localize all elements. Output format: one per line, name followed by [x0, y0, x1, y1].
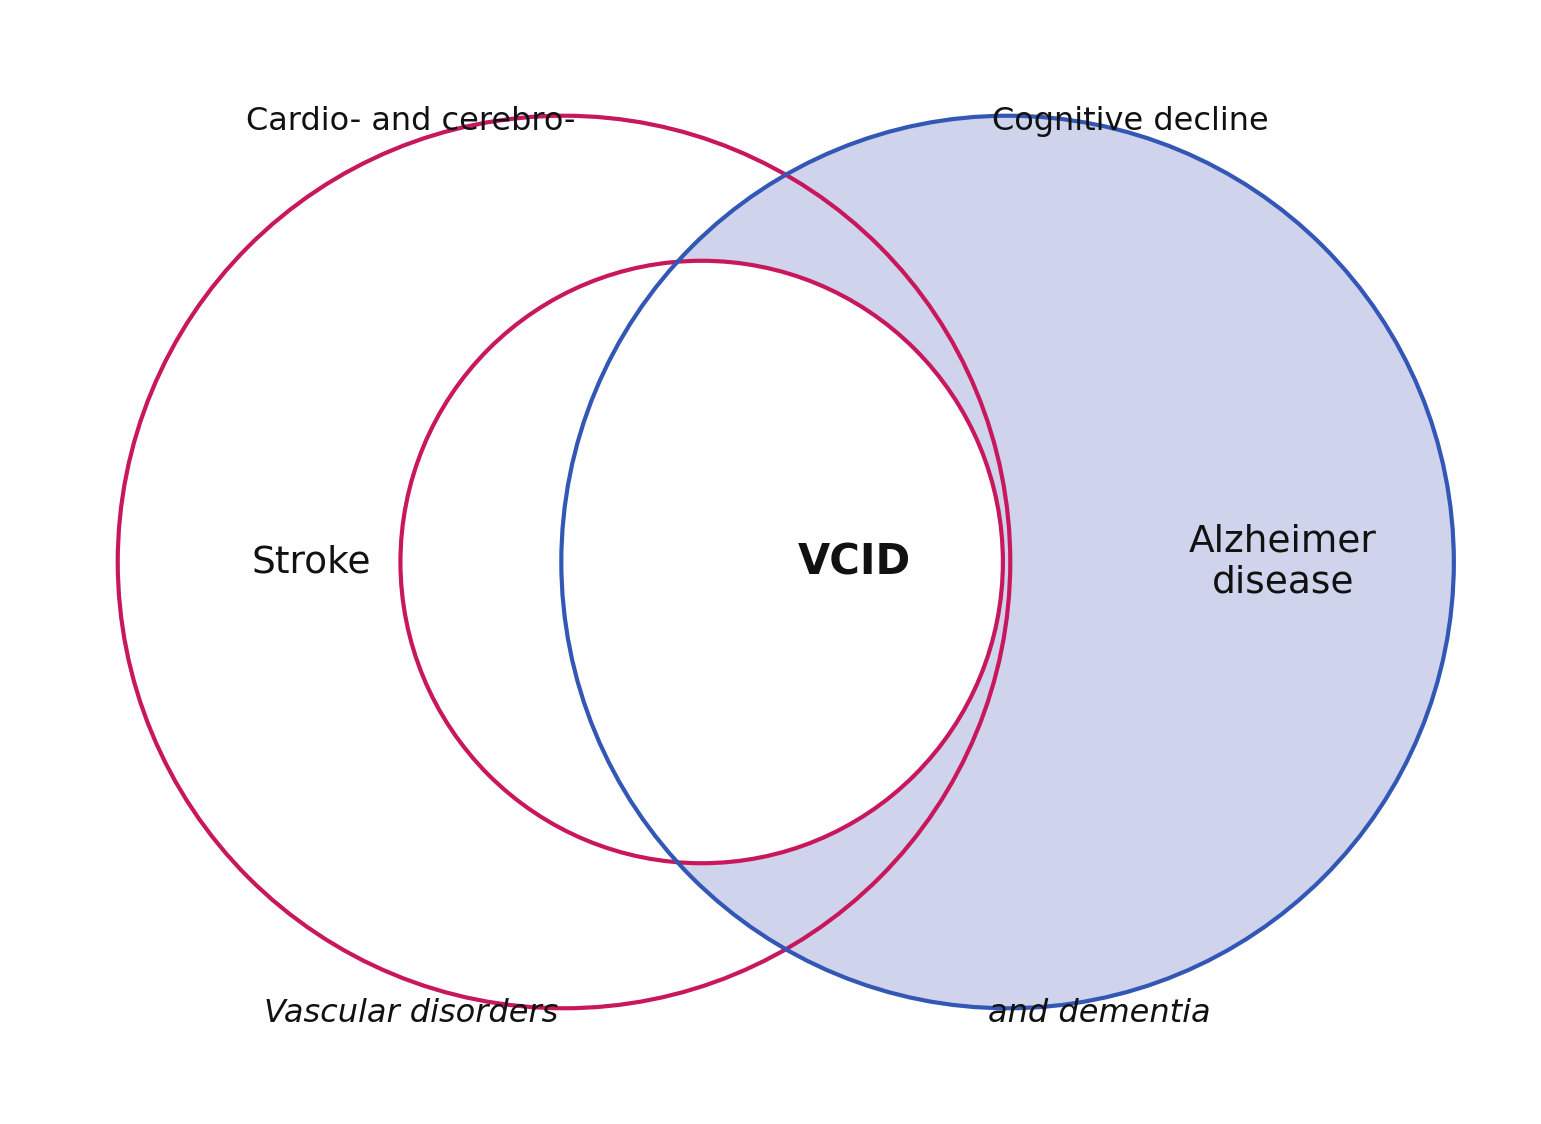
Text: Alzheimer
disease: Alzheimer disease: [1190, 523, 1376, 601]
Text: Stroke: Stroke: [251, 544, 371, 580]
Text: VCID: VCID: [798, 541, 911, 583]
Text: Cognitive decline: Cognitive decline: [991, 106, 1268, 137]
Text: Vascular disorders: Vascular disorders: [264, 998, 558, 1030]
Text: and dementia: and dementia: [988, 998, 1211, 1030]
Polygon shape: [678, 116, 1453, 1008]
Text: Cardio- and cerebro-: Cardio- and cerebro-: [247, 106, 576, 137]
